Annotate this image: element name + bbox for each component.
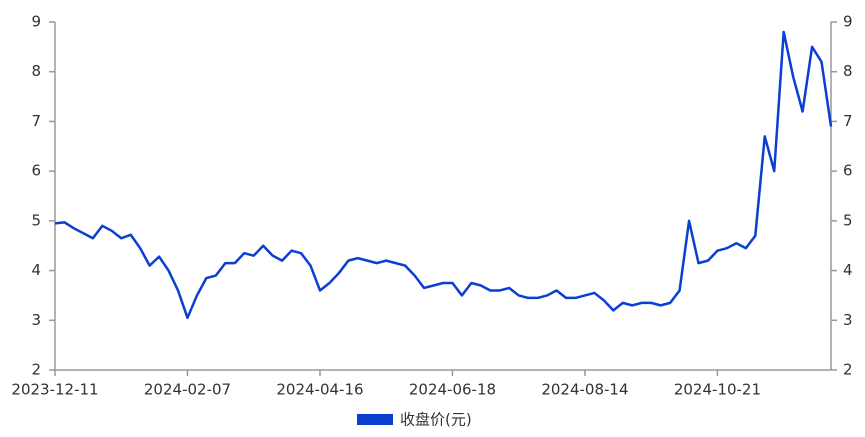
x-tick-label: 2024-08-14: [541, 381, 628, 399]
y2-tick-label: 6: [843, 162, 853, 180]
x-tick-label: 2024-02-07: [144, 381, 231, 399]
x-tick-label: 2024-10-21: [674, 381, 761, 399]
y2-tick-label: 2: [843, 361, 853, 379]
y2-tick-label: 7: [843, 112, 853, 130]
y-tick-label: 7: [31, 112, 41, 130]
y2-tick-label: 5: [843, 211, 853, 229]
legend-label: 收盘价(元): [400, 411, 472, 429]
price-line: [54, 30, 833, 320]
y-tick-label: 6: [31, 162, 41, 180]
y2-tick-label: 8: [843, 62, 853, 80]
y-tick-label: 5: [31, 211, 41, 229]
x-tick-label: 2023-12-11: [11, 381, 98, 399]
y-tick-label: 3: [31, 311, 41, 329]
y-tick-label: 2: [31, 361, 41, 379]
y-tick-label: 4: [31, 261, 41, 279]
x-tick-label: 2024-04-16: [276, 381, 363, 399]
legend-swatch: [357, 414, 393, 425]
y2-tick-label: 4: [843, 261, 853, 279]
y-tick-label: 9: [31, 13, 41, 31]
y2-tick-label: 3: [843, 311, 853, 329]
y-tick-label: 8: [31, 62, 41, 80]
x-tick-label: 2024-06-18: [409, 381, 496, 399]
y2-tick-label: 9: [843, 13, 853, 31]
